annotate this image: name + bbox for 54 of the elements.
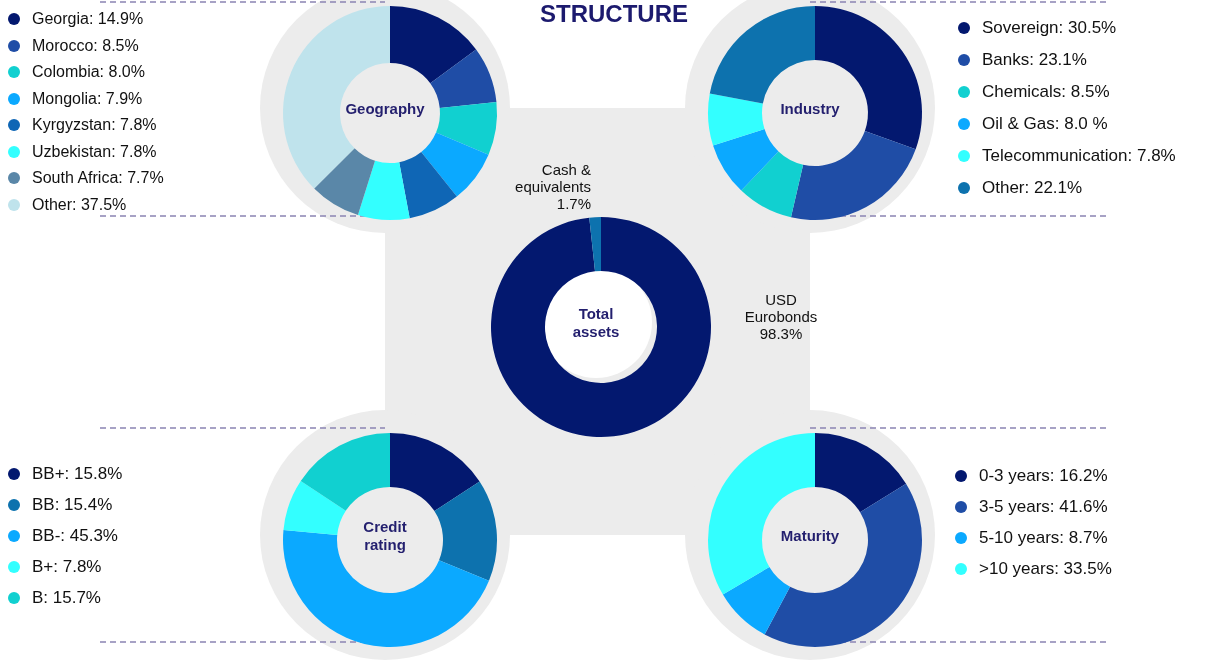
- legend-label: Colombia: 8.0%: [32, 63, 145, 82]
- donut-slice: [589, 217, 601, 272]
- donut-slice: [791, 130, 916, 220]
- donut-slice: [421, 132, 489, 197]
- donut-slice: [708, 93, 765, 146]
- legend-label: Banks: 23.1%: [982, 50, 1087, 70]
- donut-slice: [764, 483, 922, 647]
- legend-label: Uzbekistan: 7.8%: [32, 142, 157, 161]
- legend-label: Sovereign: 30.5%: [982, 18, 1117, 38]
- donut-slice: [430, 49, 497, 108]
- legend-label: Mongolia: 7.9%: [32, 89, 143, 108]
- donut-slice: [390, 6, 477, 84]
- legend-label: B: 15.7%: [32, 587, 101, 608]
- legend-label: 5-10 years: 8.7%: [979, 527, 1108, 548]
- data-label: 98.3%: [759, 325, 803, 342]
- donut-slice: [709, 6, 815, 104]
- legend-label: BB+: 15.8%: [32, 463, 123, 484]
- legend-label: Other: 22.1%: [982, 178, 1083, 198]
- legend-label: BB: 15.4%: [32, 494, 113, 515]
- donut-slice: [399, 152, 457, 219]
- text: Industry: [780, 100, 841, 117]
- legend-label: Chemicals: 8.5%: [982, 82, 1110, 102]
- legend-label: 0-3 years: 16.2%: [979, 465, 1108, 486]
- data-label: 1.7%: [556, 195, 591, 212]
- legend-label: Morocco: 8.5%: [32, 36, 139, 55]
- legend-label: Oil & Gas: 8.0 %: [982, 114, 1108, 134]
- legend-label: >10 years: 33.5%: [979, 558, 1112, 579]
- donut-slice: [390, 433, 480, 512]
- legend-label: Kyrgyzstan: 7.8%: [32, 116, 157, 135]
- donut-slice: [713, 129, 779, 191]
- donut-slice: [722, 566, 791, 635]
- donut-slice: [283, 480, 346, 536]
- text: Maturity: [780, 527, 840, 544]
- donut-slice: [300, 433, 390, 511]
- donut-slice: [434, 481, 497, 581]
- legend-label: Other: 37.5%: [32, 195, 127, 214]
- donut-slice: [741, 151, 804, 218]
- text: Credit rating: [363, 518, 407, 553]
- text: STRUCTURE: [539, 0, 689, 28]
- donut-slice: [314, 148, 376, 216]
- donut-slice: [491, 217, 711, 437]
- legend-label: B+: 7.8%: [32, 556, 102, 577]
- legend-label: 3-5 years: 41.6%: [979, 496, 1108, 517]
- legend-label: Telecommunication: 7.8%: [982, 146, 1176, 166]
- text: Total assets: [572, 305, 620, 340]
- donut-slice: [357, 160, 410, 220]
- text: Geography: [345, 100, 426, 117]
- slice-label: Cash & equivalents: [515, 161, 591, 195]
- legend-label: South Africa: 7.7%: [32, 169, 164, 188]
- slice-label: USD Eurobonds: [744, 291, 818, 325]
- legend-label: Georgia: 14.9%: [32, 10, 144, 29]
- legend-label: BB-: 45.3%: [32, 525, 118, 546]
- donut-slice: [436, 102, 497, 155]
- donut-slice: [815, 433, 907, 513]
